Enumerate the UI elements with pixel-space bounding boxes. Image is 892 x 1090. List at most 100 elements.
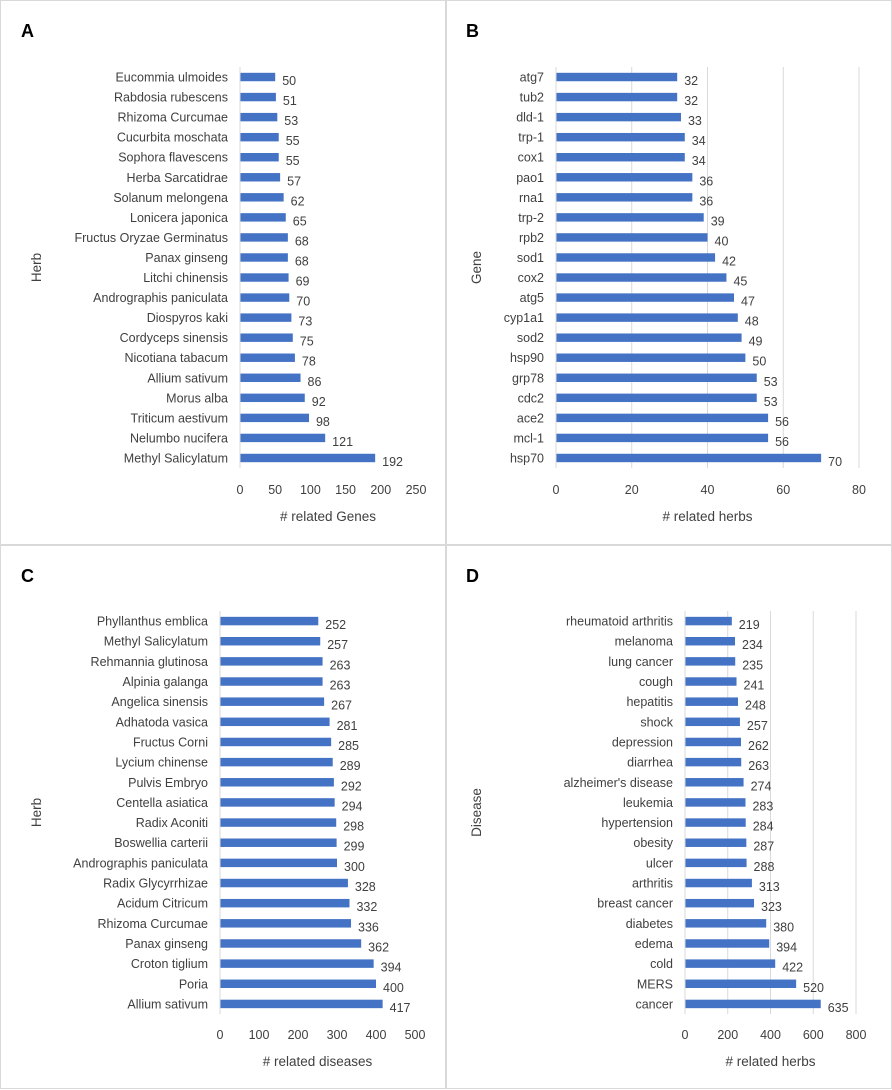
category-label-a-17: Triticum aestivum xyxy=(131,411,228,425)
category-label-c-1: Methyl Salicylatum xyxy=(104,635,208,649)
category-label-d-7: diarrhea xyxy=(627,756,673,770)
category-label-d-3: cough xyxy=(639,675,673,689)
category-label-b-4: cox1 xyxy=(518,151,544,165)
x-tick-label-d-3: 600 xyxy=(803,1028,824,1042)
bar-c-9 xyxy=(220,798,335,807)
value-label-b-0: 32 xyxy=(684,74,698,88)
panel-letter-d: D xyxy=(466,566,479,586)
bar-c-7 xyxy=(220,757,333,767)
category-label-a-1: Rabdosia rubescens xyxy=(114,91,228,105)
value-label-a-5: 57 xyxy=(287,174,301,188)
x-tick-label-a-0: 0 xyxy=(237,483,244,497)
bar-d-11 xyxy=(685,838,747,847)
category-label-b-13: sod2 xyxy=(517,331,544,345)
bar-c-0 xyxy=(220,616,319,626)
value-label-a-14: 78 xyxy=(302,355,316,369)
value-label-c-16: 362 xyxy=(368,940,389,954)
value-label-d-6: 262 xyxy=(748,739,769,753)
category-label-d-8: alzheimer's disease xyxy=(564,776,673,790)
chart-panel-c: C Phyllanthus emblica 252 Methyl Salicylatu… xyxy=(0,545,446,1089)
category-label-b-6: rna1 xyxy=(519,191,544,205)
value-label-a-9: 68 xyxy=(295,254,309,268)
value-label-b-2: 33 xyxy=(688,114,702,128)
bar-c-11 xyxy=(220,838,337,847)
category-label-b-16: cdc2 xyxy=(518,391,544,405)
category-label-d-14: breast cancer xyxy=(597,897,673,911)
bar-b-19 xyxy=(556,453,822,463)
category-label-d-12: ulcer xyxy=(646,856,673,870)
bar-a-1 xyxy=(240,92,276,102)
x-axis-title-d: # related herbs xyxy=(725,1054,815,1069)
value-label-b-8: 40 xyxy=(715,234,729,248)
value-label-d-0: 219 xyxy=(739,618,760,632)
bar-d-15 xyxy=(685,919,767,928)
bar-d-6 xyxy=(685,737,742,747)
value-label-b-1: 32 xyxy=(684,94,698,108)
bar-b-5 xyxy=(556,173,693,182)
value-label-c-18: 400 xyxy=(383,981,404,995)
category-label-a-0: Eucommia ulmoides xyxy=(115,71,228,85)
category-label-d-16: edema xyxy=(635,937,673,951)
category-label-a-4: Sophora flavescens xyxy=(118,151,228,165)
value-label-d-4: 248 xyxy=(745,699,766,713)
category-label-b-14: hsp90 xyxy=(510,351,544,365)
value-label-d-12: 288 xyxy=(754,860,775,874)
value-label-c-14: 332 xyxy=(356,900,377,914)
bar-a-7 xyxy=(240,213,286,222)
x-tick-label-c-5: 500 xyxy=(405,1028,426,1042)
value-label-a-0: 50 xyxy=(282,74,296,88)
bar-c-2 xyxy=(220,657,323,666)
bar-c-18 xyxy=(220,979,376,989)
value-label-c-7: 289 xyxy=(340,759,361,773)
value-label-b-5: 36 xyxy=(699,174,713,188)
value-label-b-11: 47 xyxy=(741,295,755,309)
category-label-c-8: Pulvis Embryo xyxy=(128,776,208,790)
category-label-b-17: ace2 xyxy=(517,411,544,425)
x-axis-title-c: # related diseases xyxy=(263,1054,373,1069)
category-label-c-15: Rhizoma Curcumae xyxy=(98,917,209,931)
value-label-b-4: 34 xyxy=(692,154,706,168)
value-label-d-9: 283 xyxy=(752,799,773,813)
bar-c-4 xyxy=(220,697,325,706)
value-label-b-15: 53 xyxy=(764,375,778,389)
x-tick-label-b-0: 0 xyxy=(553,483,560,497)
category-label-b-0: atg7 xyxy=(520,71,544,85)
category-label-a-3: Cucurbita moschata xyxy=(117,131,228,145)
value-label-a-15: 86 xyxy=(308,375,322,389)
category-label-d-18: MERS xyxy=(637,977,673,991)
x-tick-label-c-4: 400 xyxy=(366,1028,387,1042)
bar-d-1 xyxy=(685,636,736,646)
bar-c-15 xyxy=(220,919,352,928)
value-label-d-19: 635 xyxy=(828,1001,849,1015)
bar-a-19 xyxy=(240,453,376,463)
value-label-c-13: 328 xyxy=(355,880,376,894)
bar-a-17 xyxy=(240,413,309,423)
panel-letter-c: C xyxy=(21,566,34,586)
y-axis-title-c: Herb xyxy=(29,798,44,827)
category-label-b-19: hsp70 xyxy=(510,451,544,465)
category-label-c-4: Angelica sinensis xyxy=(111,695,208,709)
category-label-a-15: Allium sativum xyxy=(147,371,228,385)
x-tick-label-c-3: 300 xyxy=(327,1028,348,1042)
value-label-d-5: 257 xyxy=(747,719,768,733)
bar-d-8 xyxy=(685,778,744,787)
bar-a-12 xyxy=(240,313,292,322)
category-label-c-6: Fructus Corni xyxy=(133,735,208,749)
bar-d-18 xyxy=(685,979,797,989)
category-label-d-2: lung cancer xyxy=(608,655,673,669)
category-label-d-10: hypertension xyxy=(601,816,673,830)
bar-a-0 xyxy=(240,72,276,82)
category-label-b-1: tub2 xyxy=(520,91,544,105)
bar-d-0 xyxy=(685,616,732,626)
bar-b-4 xyxy=(556,153,685,162)
category-label-b-2: dld-1 xyxy=(516,111,544,125)
bar-c-10 xyxy=(220,818,337,827)
value-label-d-10: 284 xyxy=(753,820,774,834)
bar-a-11 xyxy=(240,293,290,302)
bar-d-16 xyxy=(685,939,770,948)
value-label-b-13: 49 xyxy=(749,335,763,349)
bar-b-17 xyxy=(556,413,769,423)
value-label-c-6: 285 xyxy=(338,739,359,753)
panel-letter-a: A xyxy=(21,21,34,41)
value-label-d-8: 274 xyxy=(751,779,772,793)
